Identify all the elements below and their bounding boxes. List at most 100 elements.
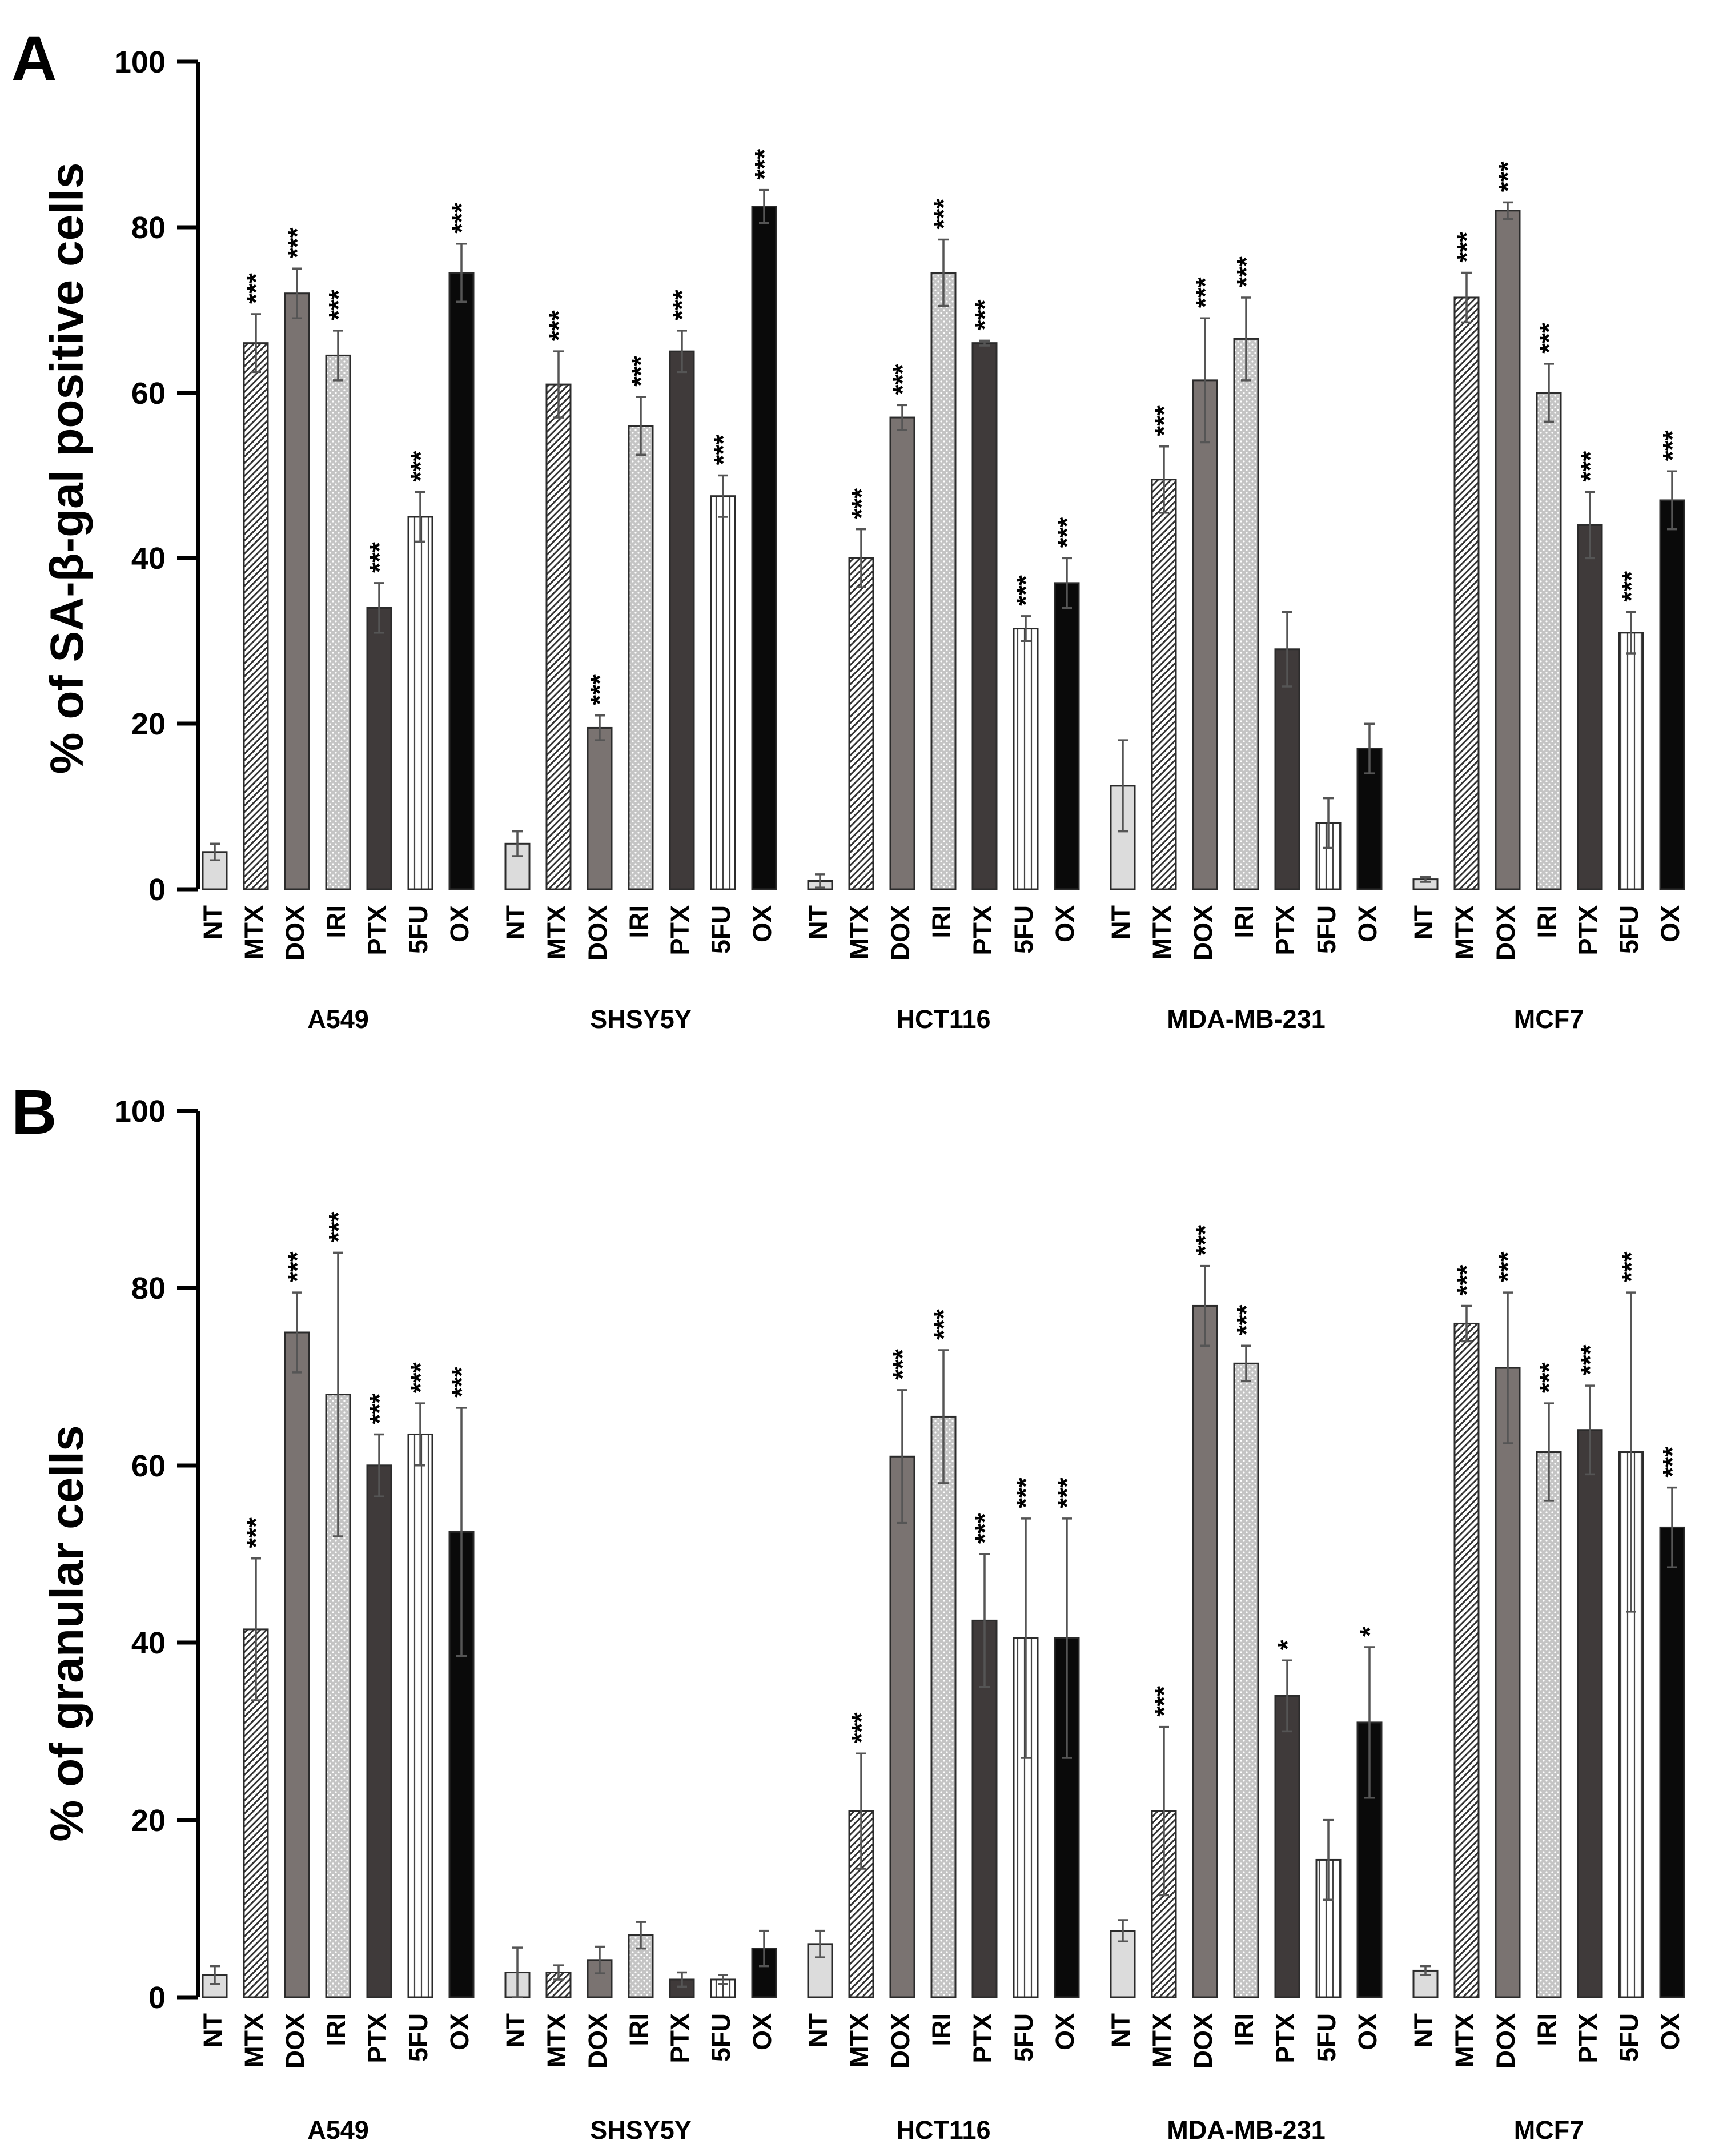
error-bar-HCT116-OX [1062, 1517, 1072, 1759]
significance-label: *** [887, 1349, 917, 1380]
significance-label: *** [1231, 256, 1261, 287]
significance-label: *** [1190, 1225, 1220, 1256]
error-bar-MDA-MB-231-NT [1118, 1919, 1128, 1942]
bar-MCF7-PTX [1577, 524, 1603, 890]
bar-MDA-MB-231-IRI [1233, 1362, 1259, 1998]
significance-label: *** [405, 451, 435, 482]
error-bar-HCT116-NT [815, 1929, 825, 1958]
panel-b-group-label: SHSY5Y [590, 2115, 692, 2145]
bar-HCT116-OX [1054, 582, 1080, 890]
error-bar-SHSY5Y-IRI [636, 1921, 646, 1950]
panel-b-yaxis: 0 20 40 60 80 100 [114, 1094, 200, 2015]
error-bar-MCF7-PTX [1585, 491, 1595, 560]
error-bar-MDA-MB-231-5FU [1323, 1818, 1334, 1901]
category-label: NT [198, 2013, 227, 2047]
error-bar-MCF7-DOX [1503, 201, 1513, 220]
error-bar-A549-NT [210, 1965, 220, 1985]
error-bar-MDA-MB-231-PTX [1282, 1659, 1292, 1733]
error-bar-MCF7-NT [1420, 1965, 1431, 1976]
error-bar-SHSY5Y-PTX [677, 330, 687, 374]
error-bar-MCF7-PTX [1585, 1384, 1595, 1476]
bar-MDA-MB-231-DOX [1192, 1304, 1218, 1998]
category-label: PTX [665, 2013, 694, 2063]
bar-MDA-MB-231-PTX [1274, 648, 1300, 890]
panel-a-ytick-label: 0 [148, 873, 166, 907]
category-label: 5FU [404, 905, 433, 954]
category-label: OX [1656, 2013, 1685, 2050]
panel-b-ytick-label: 60 [131, 1449, 166, 1483]
significance-label: *** [846, 488, 876, 519]
category-label: IRI [1230, 2013, 1259, 2046]
panel-b-ytick-label: 80 [131, 1271, 166, 1306]
category-label: MTX [1450, 905, 1479, 959]
error-bar-HCT116-DOX [897, 1389, 907, 1524]
category-label: OX [445, 2013, 474, 2050]
error-bar-MDA-MB-231-MTX [1159, 445, 1169, 514]
error-bar-A549-MTX [251, 1557, 261, 1701]
error-bar-MDA-MB-231-DOX [1200, 1264, 1210, 1347]
category-label: PTX [968, 905, 997, 955]
significance-label: *** [282, 1251, 312, 1282]
error-bar-MCF7-IRI [1544, 1402, 1554, 1502]
category-label: OX [748, 905, 777, 942]
error-bar-A549-PTX [374, 582, 384, 634]
category-label: NT [1106, 2013, 1135, 2047]
category-label: OX [748, 2013, 777, 2050]
bar-SHSY5Y-IRI [628, 425, 654, 890]
category-label: 5FU [1312, 2013, 1341, 2062]
panel-a-ytick-label: 20 [131, 707, 166, 741]
panel-b: B % of granular cells 0 20 40 60 80 100 … [11, 1077, 1687, 2145]
significance-label: *** [1534, 323, 1564, 354]
error-bar-HCT116-OX [1062, 557, 1072, 609]
significance-label: *** [1657, 1447, 1687, 1478]
category-label: NT [1409, 905, 1438, 940]
category-label: NT [501, 2013, 530, 2047]
significance-label: *** [1149, 405, 1179, 436]
category-label: OX [1050, 2013, 1079, 2050]
category-label: PTX [1573, 905, 1602, 955]
bar-MCF7-OX [1659, 499, 1685, 890]
bar-A549-DOX [284, 1331, 310, 1998]
bar-HCT116-IRI [930, 271, 957, 890]
significance-label: *** [970, 1513, 999, 1544]
significance-label: *** [929, 1309, 958, 1340]
significance-label: *** [1011, 575, 1041, 606]
category-label: NT [804, 2013, 833, 2047]
category-label: DOX [280, 2013, 310, 2069]
significance-label: *** [626, 356, 656, 387]
error-bar-A549-DOX [292, 267, 302, 319]
bar-A549-PTX [366, 1464, 392, 1998]
error-bar-HCT116-IRI [938, 1349, 949, 1484]
bar-SHSY5Y-PTX [669, 350, 695, 890]
bar-A549-IRI [325, 354, 351, 890]
significance-label: *** [749, 149, 779, 180]
panel-a-group-label: SHSY5Y [590, 1005, 692, 1034]
category-label: DOX [886, 2013, 915, 2069]
significance-label: *** [1149, 1686, 1179, 1717]
error-bar-HCT116-PTX [979, 1553, 990, 1688]
error-bar-HCT116-IRI [938, 238, 949, 307]
error-bar-A549-IRI [333, 330, 343, 382]
significance-label: *** [1052, 517, 1082, 548]
category-label: NT [1409, 2013, 1438, 2047]
bar-MCF7-IRI [1536, 1451, 1562, 1998]
error-bar-SHSY5Y-5FU [718, 474, 728, 518]
bar-MCF7-DOX [1495, 210, 1521, 890]
significance-label: *** [241, 1517, 271, 1548]
bar-MCF7-5FU [1618, 632, 1644, 890]
panel-b-group-label: MDA-MB-231 [1167, 2115, 1326, 2145]
error-bar-A549-MTX [251, 313, 261, 374]
panel-a-ytick-label: 60 [131, 376, 166, 411]
significance-label: *** [970, 300, 999, 331]
category-label: DOX [1491, 2013, 1520, 2069]
category-label: MTX [239, 905, 268, 959]
error-bar-MCF7-OX [1667, 470, 1677, 531]
bar-SHSY5Y-MTX [545, 383, 572, 890]
category-label: NT [501, 905, 530, 940]
category-label: IRI [624, 905, 653, 938]
panel-a-group-label: MDA-MB-231 [1167, 1005, 1326, 1034]
category-label: DOX [280, 905, 310, 961]
category-label: NT [1106, 905, 1135, 940]
category-label: PTX [1573, 2013, 1602, 2063]
bar-MCF7-DOX [1495, 1367, 1521, 1998]
